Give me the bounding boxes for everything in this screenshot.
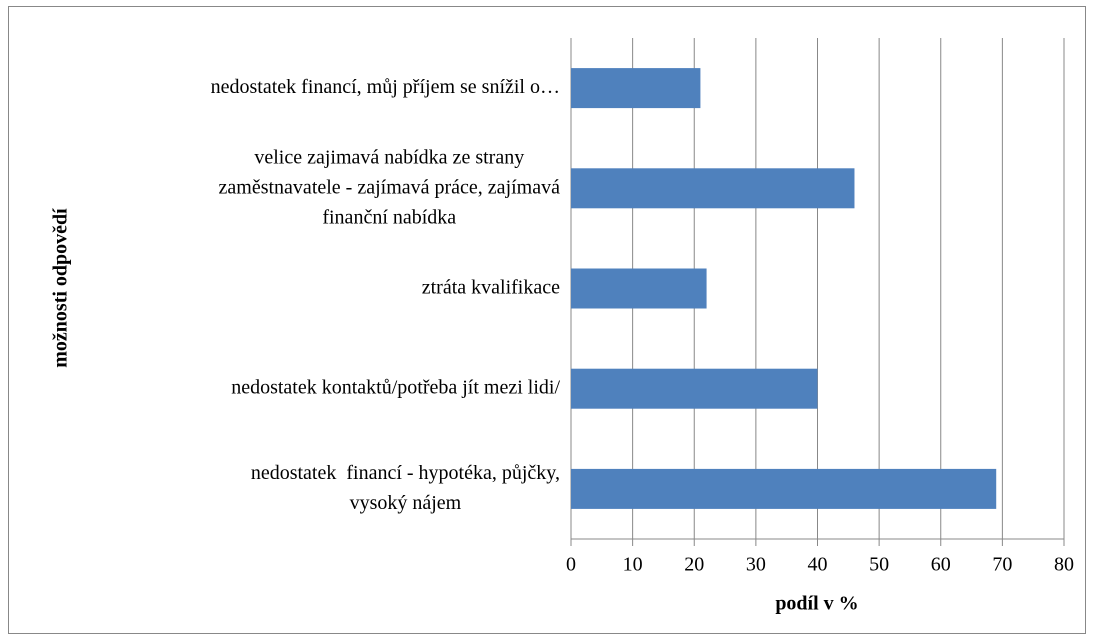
y-axis-title: možnosti odpovědí [50,208,72,368]
x-tick-label: 10 [623,554,643,576]
chart-frame [8,6,1086,634]
x-tick-label: 40 [808,554,828,576]
x-tick-label: 20 [684,554,704,576]
y-tick-label: velice zajimavá nabídka ze strany zaměstn… [219,146,561,228]
bar [571,68,701,109]
y-tick-label: nedostatek financí - hypotéka, půjčky, vy… [251,461,560,513]
x-tick-label: 60 [931,554,951,576]
x-tick-label: 50 [869,554,889,576]
x-tick-label: 80 [1054,554,1074,576]
y-tick-label: nedostatek kontaktů/potřeba jít mezi lid… [231,376,560,398]
bar [571,268,707,309]
y-tick-label: ztráta kvalifikace [422,276,560,298]
bar [571,468,997,509]
y-tick-label: nedostatek financí, můj příjem se snížil… [211,76,560,98]
x-tick-label: 70 [992,554,1012,576]
x-axis-title: podíl v % [775,593,858,615]
bar [571,168,855,209]
bar [571,368,818,409]
x-tick-label: 0 [566,554,576,576]
x-tick-label: 30 [746,554,766,576]
